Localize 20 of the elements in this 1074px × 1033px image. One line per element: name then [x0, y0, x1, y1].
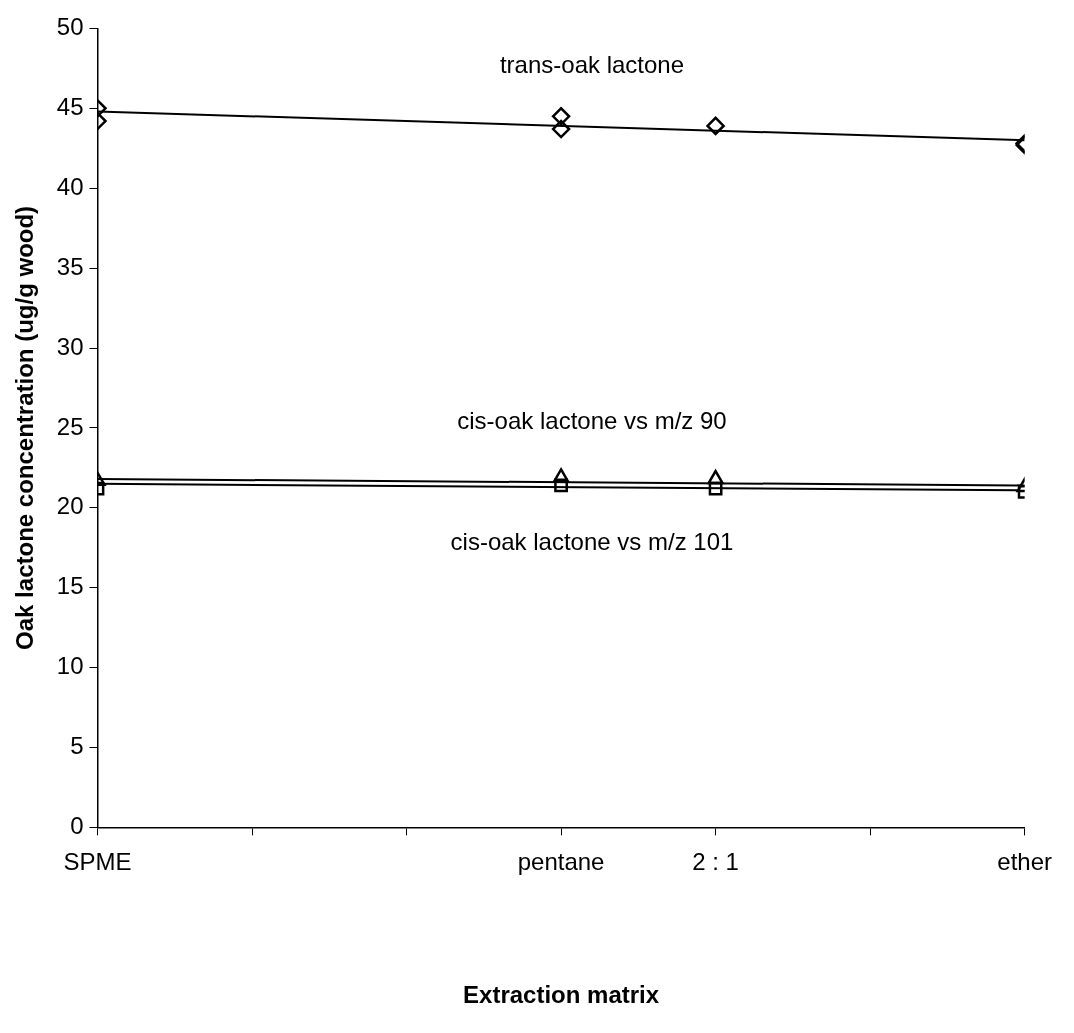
x-tick-label: 2 : 1	[692, 848, 739, 876]
y-tick-label: 45	[56, 92, 84, 120]
series-label: cis-oak lactone vs m/z 90	[457, 406, 727, 434]
y-tick-label: 30	[56, 332, 84, 360]
y-tick-label: 0	[70, 812, 84, 840]
x-tick-label: SPME	[63, 848, 132, 876]
y-tick-label: 35	[56, 252, 84, 280]
x-tick-label: ether	[997, 848, 1053, 876]
series-label: trans-oak lactone	[499, 50, 685, 78]
y-tick-label: 50	[56, 13, 84, 41]
y-tick-label: 10	[56, 652, 84, 680]
series-label: cis-oak lactone vs m/z 101	[450, 527, 734, 555]
y-tick-label: 15	[56, 572, 84, 600]
y-axis-title: Oak lactone concentration (ug/g wood)	[11, 205, 39, 650]
y-tick-label: 40	[56, 172, 84, 200]
y-tick-label: 5	[70, 732, 84, 760]
y-tick-label: 20	[56, 492, 84, 520]
x-tick-label: pentane	[517, 848, 605, 876]
y-tick-label: 25	[56, 412, 84, 440]
x-axis-title: Extraction matrix	[463, 981, 660, 1009]
